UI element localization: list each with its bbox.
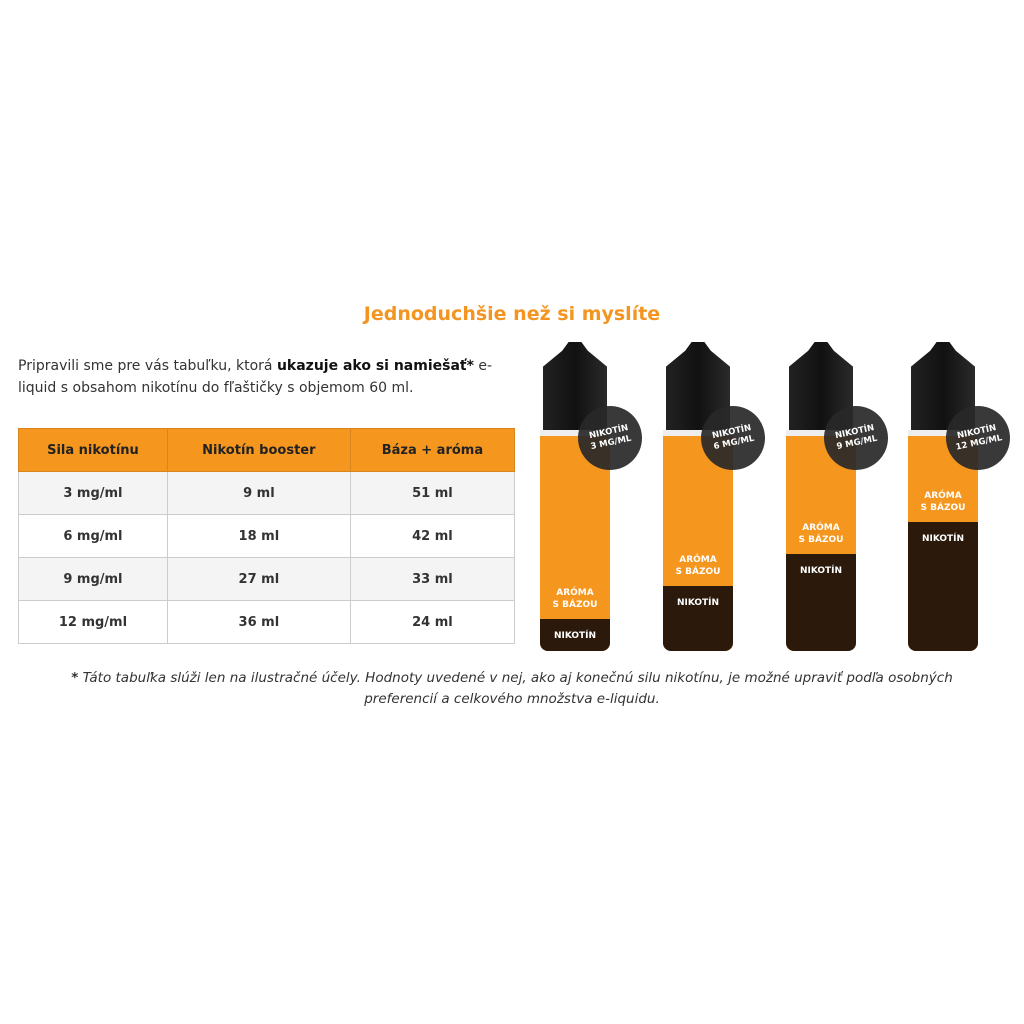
bottle-illustration: ARÓMA S BÁZOU NIKOTÍN NIKOTÍN 6 MG/ML (663, 342, 771, 651)
aroma-line: S BÁZOU (798, 535, 844, 545)
intro-after: e-liquid s obsahom nikotínu do fľaštičky… (18, 358, 493, 396)
intro-bold: ukazuje ako si namiešať* (276, 358, 474, 374)
bottle-illustration: ARÓMA S BÁZOU NIKOTÍN NIKOTÍN 3 MG/ML (540, 342, 648, 651)
nicotine-layer: NIKOTÍN (540, 619, 610, 651)
aroma-line: ARÓMA (556, 588, 594, 598)
table-cell: 18 ml (166, 514, 351, 558)
aroma-label: ARÓMA S BÁZOU (663, 554, 733, 578)
table-cell: 12 mg/ml (18, 600, 168, 644)
nicotine-label: NIKOTÍN (676, 598, 720, 608)
page-title: Jednoduchšie než si myslíte (363, 303, 661, 325)
nicotine-layer: NIKOTÍN (663, 586, 733, 651)
aroma-label: ARÓMA S BÁZOU (908, 490, 978, 514)
bottle-body: ARÓMA S BÁZOU NIKOTÍN (786, 430, 856, 651)
aroma-line: ARÓMA (679, 555, 717, 565)
table-cell: 33 ml (349, 557, 516, 601)
table-cell: 6 mg/ml (18, 514, 168, 558)
table-header: Sila nikotínu Nikotín booster Báza + aró… (18, 428, 516, 472)
table-cell: 3 mg/ml (18, 471, 168, 515)
table-row: 6 mg/ml 18 ml 42 ml (18, 514, 516, 558)
nicotine-label: NIKOTÍN (553, 631, 597, 641)
table-cell: 27 ml (166, 557, 351, 601)
header-cell: Sila nikotínu (18, 428, 168, 472)
nicotine-layer: NIKOTÍN (908, 522, 978, 651)
intro-text: Pripravili sme pre vás tabuľku, ktorá uk… (18, 355, 518, 399)
table-cell: 9 mg/ml (18, 557, 168, 601)
table-cell: 9 ml (166, 471, 351, 515)
header-cell: Báza + aróma (349, 428, 516, 472)
bottle-illustration: ARÓMA S BÁZOU NIKOTÍN NIKOTÍN 12 MG/ML (908, 342, 1016, 651)
aroma-line: S BÁZOU (552, 600, 598, 610)
aroma-label: ARÓMA S BÁZOU (786, 522, 856, 546)
nicotine-label: NIKOTÍN (799, 566, 843, 576)
aroma-line: S BÁZOU (920, 503, 966, 513)
aroma-line: ARÓMA (802, 523, 840, 533)
nicotine-layer: NIKOTÍN (786, 554, 856, 651)
table-cell: 42 ml (349, 514, 516, 558)
aroma-label: ARÓMA S BÁZOU (540, 587, 610, 611)
footnote-text: Táto tabuľka slúži len na ilustračné úče… (78, 670, 953, 707)
table-row: 12 mg/ml 36 ml 24 ml (18, 600, 516, 644)
table-cell: 51 ml (349, 471, 516, 515)
table-cell: 24 ml (349, 600, 516, 644)
header-cell: Nikotín booster (166, 428, 351, 472)
nicotine-label: NIKOTÍN (921, 534, 965, 544)
aroma-line: ARÓMA (924, 491, 962, 501)
footnote: * Táto tabuľka slúži len na ilustračné ú… (40, 668, 984, 710)
bottle-illustration: ARÓMA S BÁZOU NIKOTÍN NIKOTÍN 9 MG/ML (786, 342, 894, 651)
table-cell: 36 ml (166, 600, 351, 644)
mixing-table: Sila nikotínu Nikotín booster Báza + aró… (18, 428, 516, 644)
table-row: 3 mg/ml 9 ml 51 ml (18, 471, 516, 515)
footnote-star: * (71, 670, 79, 686)
table-row: 9 mg/ml 27 ml 33 ml (18, 557, 516, 601)
aroma-line: S BÁZOU (675, 567, 721, 577)
intro-before: Pripravili sme pre vás tabuľku, ktorá (18, 358, 277, 374)
